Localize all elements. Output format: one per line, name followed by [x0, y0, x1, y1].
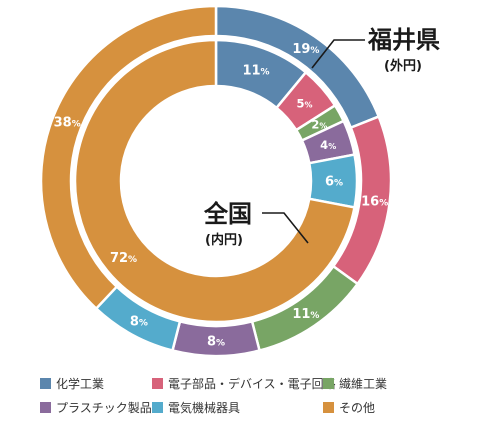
inner-slice-label-1: 5% [296, 97, 312, 111]
legend-item-4: 電気機械器具 [152, 400, 240, 415]
outer-slice-label-2: 11% [292, 307, 319, 322]
outer-series-name: 福井県 [367, 26, 440, 54]
inner-slice-5 [73, 38, 356, 324]
outer-slice-label-1: 16% [361, 195, 388, 210]
inner-slice-label-0: 11% [242, 64, 269, 79]
legend-item-5: その他 [323, 401, 375, 415]
outer-series-callout: 福井県 (外円) [311, 26, 440, 74]
outer-slice-5 [39, 4, 218, 310]
legend-label-1: 電子部品・デバイス・電子回路 [168, 376, 336, 391]
slice-labels: 19% 16% 11% 8% 8% 38% 11% 5% 2% 4% 6% 72% [54, 42, 389, 349]
outer-ring [39, 4, 393, 358]
inner-series-subtitle: (内円) [205, 232, 243, 248]
outer-slice-label-5: 38% [54, 116, 81, 131]
legend-item-1: 電子部品・デバイス・電子回路 [152, 376, 336, 391]
legend-swatch-5 [323, 402, 334, 413]
inner-slice-label-3: 4% [320, 138, 336, 152]
legend-label-4: 電気機械器具 [168, 400, 240, 415]
legend-swatch-3 [40, 402, 51, 413]
inner-series-callout: 全国 (内円) [203, 200, 309, 248]
inner-slice-label-2: 2% [311, 118, 327, 132]
legend-swatch-2 [323, 378, 334, 389]
legend-item-0: 化学工業 [40, 376, 104, 391]
inner-callout-line [262, 212, 309, 244]
outer-series-subtitle: (外円) [384, 58, 422, 74]
legend-swatch-0 [40, 378, 51, 389]
legend-label-2: 繊維工業 [339, 377, 387, 391]
inner-slice-label-5: 72% [110, 251, 137, 266]
inner-slice-label-4: 6% [325, 175, 343, 190]
legend-label-5: その他 [339, 401, 375, 415]
outer-slice-label-0: 19% [292, 42, 319, 57]
legend-label-3: プラスチック製品 [56, 401, 152, 415]
legend-swatch-4 [152, 402, 163, 413]
inner-ring [73, 38, 359, 324]
outer-callout-line [311, 39, 365, 69]
legend-label-0: 化学工業 [56, 376, 104, 391]
legend-item-2: 繊維工業 [323, 377, 387, 391]
outer-slice-label-3: 8% [207, 335, 225, 350]
inner-series-name: 全国 [203, 200, 252, 228]
legend-swatch-1 [152, 378, 163, 389]
outer-slice-label-4: 8% [130, 315, 148, 330]
legend-item-3: プラスチック製品 [40, 401, 152, 415]
